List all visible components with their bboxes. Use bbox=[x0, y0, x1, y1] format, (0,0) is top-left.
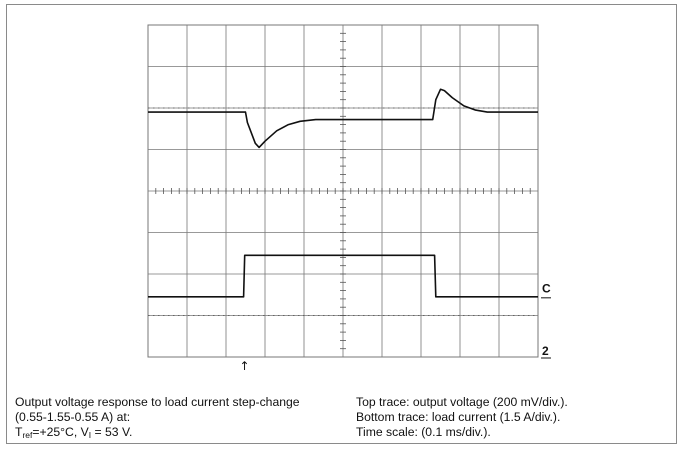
traces bbox=[148, 88, 538, 298]
series-top-trace bbox=[148, 88, 538, 149]
channel-marker-c: C bbox=[542, 282, 551, 296]
caption-right-line3: Time scale: (0.1 ms/div.). bbox=[356, 425, 491, 439]
channel-marker-2: 2 bbox=[542, 344, 549, 358]
caption-left-line2: (0.55-1.55-0.55 A) at: bbox=[15, 410, 131, 424]
caption-right-line2: Bottom trace: load current (1.5 A/div.). bbox=[356, 410, 561, 424]
series-bottom-trace bbox=[148, 254, 538, 298]
oscilloscope-grid bbox=[147, 24, 539, 358]
caption-left-line1: Output voltage response to load current … bbox=[15, 395, 300, 409]
figure-frame bbox=[6, 4, 677, 444]
caption-left: Output voltage response to load current … bbox=[15, 395, 300, 440]
trigger-marker: ↑ bbox=[240, 359, 250, 373]
channel-markers: C 2 ↑ bbox=[240, 282, 551, 373]
caption-right: Top trace: output voltage (200 mV/div.).… bbox=[356, 395, 568, 440]
caption-left-line3: Tref=+25°C, VI = 53 V. bbox=[15, 425, 133, 440]
caption-right-line1: Top trace: output voltage (200 mV/div.). bbox=[356, 395, 568, 409]
